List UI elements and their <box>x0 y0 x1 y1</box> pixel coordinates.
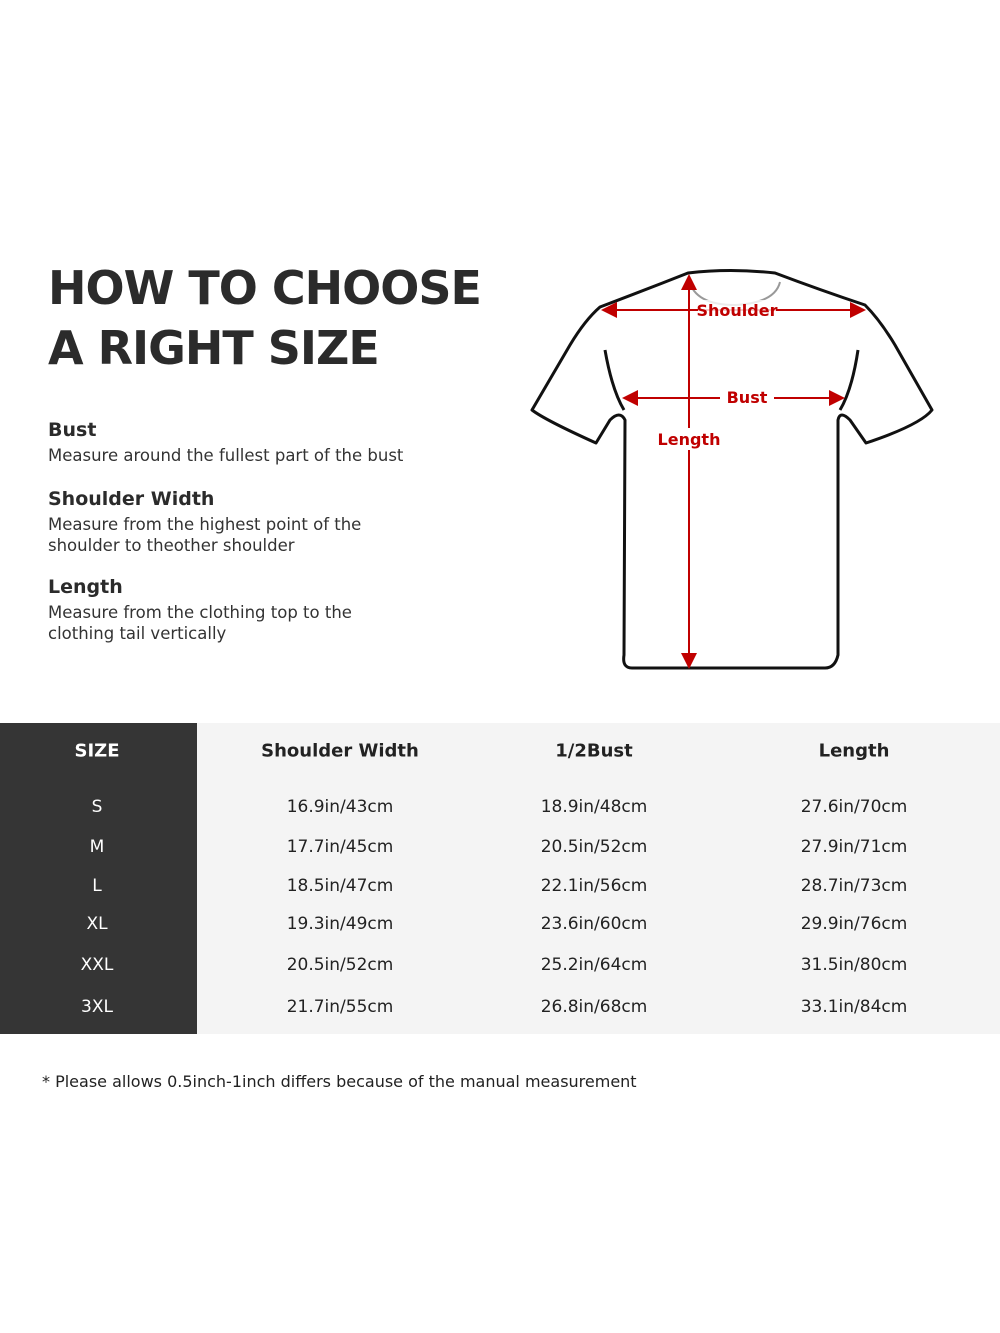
header-shoulder-width: Shoulder Width <box>261 740 419 762</box>
length-label: Length <box>658 430 721 449</box>
cell-half-bust: 22.1in/56cm <box>540 876 648 896</box>
size-column-bg <box>0 723 197 1034</box>
cell-size: XXL <box>80 955 114 975</box>
cell-half-bust: 25.2in/64cm <box>540 955 648 975</box>
cell-half-bust: 26.8in/68cm <box>540 997 648 1017</box>
cell-length: 27.6in/70cm <box>800 797 908 817</box>
guide-shoulder-width: Shoulder Width Measure from the highest … <box>48 486 388 556</box>
cell-size: 3XL <box>81 997 113 1017</box>
title-line-2: A RIGHT SIZE <box>48 321 380 375</box>
guide-desc: Measure from the clothing top to the clo… <box>48 603 352 643</box>
measurement-note: * Please allows 0.5inch-1inch differs be… <box>42 1072 637 1091</box>
guide-heading: Length <box>48 576 123 598</box>
cell-shoulder-width: 16.9in/43cm <box>286 797 394 817</box>
tshirt-diagram: Shoulder Bust Length <box>530 269 934 670</box>
cell-length: 28.7in/73cm <box>800 876 908 896</box>
guide-heading: Bust <box>48 419 97 441</box>
cell-shoulder-width: 20.5in/52cm <box>286 955 394 975</box>
cell-length: 29.9in/76cm <box>800 914 908 934</box>
tshirt-outline <box>530 269 934 670</box>
cell-shoulder-width: 19.3in/49cm <box>286 914 394 934</box>
cell-shoulder-width: 21.7in/55cm <box>286 997 394 1017</box>
header-length: Length <box>818 740 890 762</box>
bust-label: Bust <box>727 388 768 407</box>
guide-length: Length Measure from the clothing top to … <box>48 574 378 644</box>
size-table: SIZE Shoulder Width 1/2Bust Length S 16.9in/4… <box>0 723 1000 1034</box>
header-size: SIZE <box>74 740 120 762</box>
title-line-1: HOW TO CHOOSE <box>48 261 482 315</box>
guide-bust: Bust Measure around the fullest part of … <box>48 417 468 466</box>
guide-desc: Measure from the highest point of the sh… <box>48 515 362 555</box>
cell-length: 33.1in/84cm <box>800 997 908 1017</box>
cell-size: XL <box>86 914 108 934</box>
cell-size: S <box>91 797 103 817</box>
shoulder-label: Shoulder <box>697 301 778 320</box>
guide-heading: Shoulder Width <box>48 488 215 510</box>
cell-half-bust: 18.9in/48cm <box>540 797 648 817</box>
cell-shoulder-width: 18.5in/47cm <box>286 876 394 896</box>
guide-desc: Measure around the fullest part of the b… <box>48 446 404 465</box>
header-half-bust: 1/2Bust <box>555 740 633 762</box>
cell-half-bust: 20.5in/52cm <box>540 837 648 857</box>
cell-length: 27.9in/71cm <box>800 837 908 857</box>
cell-length: 31.5in/80cm <box>800 955 908 975</box>
cell-shoulder-width: 17.7in/45cm <box>286 837 394 857</box>
cell-size: M <box>89 837 105 857</box>
cell-size: L <box>92 876 102 896</box>
page-title: HOW TO CHOOSE A RIGHT SIZE <box>48 258 482 378</box>
cell-half-bust: 23.6in/60cm <box>540 914 648 934</box>
